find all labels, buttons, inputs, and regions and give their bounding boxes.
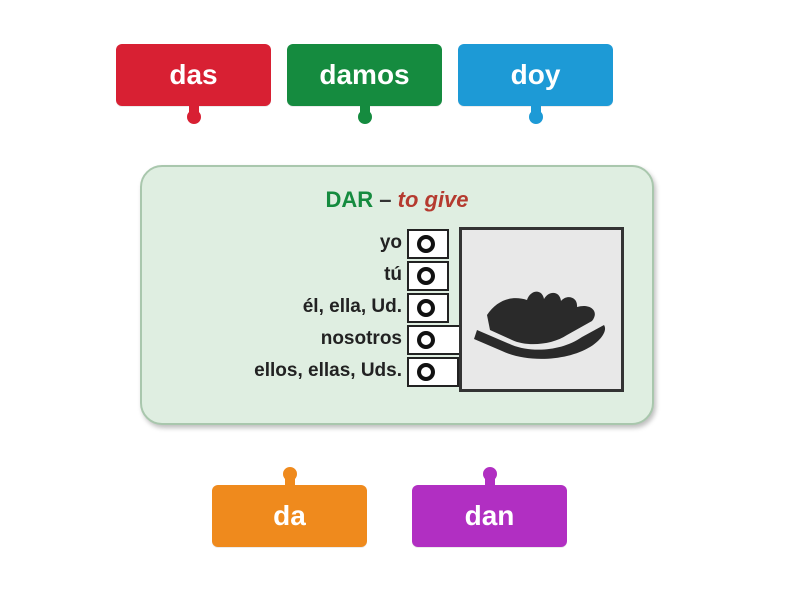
hand-icon — [472, 255, 612, 365]
tile-label: da — [273, 500, 306, 532]
tile-label: das — [169, 59, 217, 91]
tile-label: damos — [319, 59, 409, 91]
pronoun-label: nosotros — [222, 328, 402, 350]
tile-damos[interactable]: damos — [287, 44, 442, 106]
slot-marker-icon — [417, 235, 435, 253]
pronoun-label: yo — [222, 232, 402, 254]
card-title: DAR – to give — [142, 187, 652, 213]
tile-label: doy — [511, 59, 561, 91]
drop-slot[interactable] — [407, 261, 449, 291]
conjugation-card: DAR – to give yo tú él, ella, Ud. nosotros e… — [140, 165, 654, 425]
pronoun-label: tú — [222, 264, 402, 286]
slot-marker-icon — [417, 331, 435, 349]
card-sep: – — [379, 187, 391, 212]
tile-pin — [525, 106, 547, 128]
tile-label: dan — [465, 500, 515, 532]
drop-slot[interactable] — [407, 293, 449, 323]
slot-marker-icon — [417, 267, 435, 285]
drop-slot[interactable] — [407, 229, 449, 259]
card-verb: DAR — [325, 187, 373, 212]
tile-dan[interactable]: dan — [412, 485, 567, 547]
slot-marker-icon — [417, 363, 435, 381]
tile-doy[interactable]: doy — [458, 44, 613, 106]
slot-marker-icon — [417, 299, 435, 317]
tile-pin — [183, 106, 205, 128]
tile-pin — [279, 463, 301, 485]
pronoun-label: él, ella, Ud. — [222, 296, 402, 318]
card-trans: to give — [398, 187, 469, 212]
image-frame — [459, 227, 624, 392]
pronoun-label: ellos, ellas, Uds. — [222, 360, 402, 382]
tile-pin — [479, 463, 501, 485]
tile-pin — [354, 106, 376, 128]
tile-das[interactable]: das — [116, 44, 271, 106]
tile-da[interactable]: da — [212, 485, 367, 547]
drop-slot[interactable] — [407, 357, 459, 387]
